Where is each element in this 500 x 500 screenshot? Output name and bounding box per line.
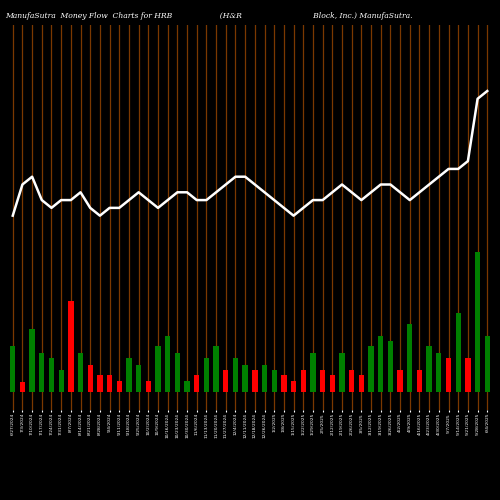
Bar	[20, 382, 25, 392]
Bar	[281, 374, 286, 392]
Bar	[68, 301, 73, 392]
Bar	[398, 370, 403, 392]
Bar	[156, 346, 160, 392]
Bar	[388, 341, 393, 392]
Bar	[116, 381, 122, 392]
Bar	[310, 353, 316, 392]
Bar	[126, 358, 132, 392]
Bar	[417, 370, 422, 392]
Bar	[223, 370, 228, 392]
Bar	[330, 374, 335, 392]
Bar	[358, 374, 364, 392]
Bar	[436, 353, 442, 392]
Bar	[446, 358, 451, 392]
Bar	[340, 353, 344, 392]
Bar	[136, 365, 141, 392]
Bar	[39, 353, 44, 392]
Bar	[30, 328, 35, 392]
Bar	[194, 374, 200, 392]
Bar	[184, 381, 190, 392]
Bar	[233, 358, 238, 392]
Bar	[214, 346, 219, 392]
Bar	[107, 374, 112, 392]
Bar	[300, 370, 306, 392]
Bar	[426, 346, 432, 392]
Bar	[484, 336, 490, 392]
Bar	[174, 353, 180, 392]
Bar	[78, 353, 83, 392]
Bar	[456, 313, 461, 392]
Bar	[97, 374, 102, 392]
Text: ManufaSutra  Money Flow  Charts for HRB                    (H&R                 : ManufaSutra Money Flow Charts for HRB (H…	[5, 12, 412, 20]
Bar	[262, 365, 267, 392]
Bar	[88, 365, 93, 392]
Bar	[407, 324, 412, 392]
Bar	[465, 358, 470, 392]
Bar	[291, 381, 296, 392]
Bar	[368, 346, 374, 392]
Bar	[475, 252, 480, 392]
Bar	[349, 370, 354, 392]
Bar	[242, 365, 248, 392]
Bar	[10, 346, 16, 392]
Bar	[146, 381, 151, 392]
Bar	[165, 336, 170, 392]
Bar	[49, 358, 54, 392]
Bar	[204, 358, 209, 392]
Bar	[378, 336, 384, 392]
Bar	[252, 370, 258, 392]
Bar	[272, 370, 277, 392]
Bar	[58, 370, 64, 392]
Bar	[320, 370, 326, 392]
